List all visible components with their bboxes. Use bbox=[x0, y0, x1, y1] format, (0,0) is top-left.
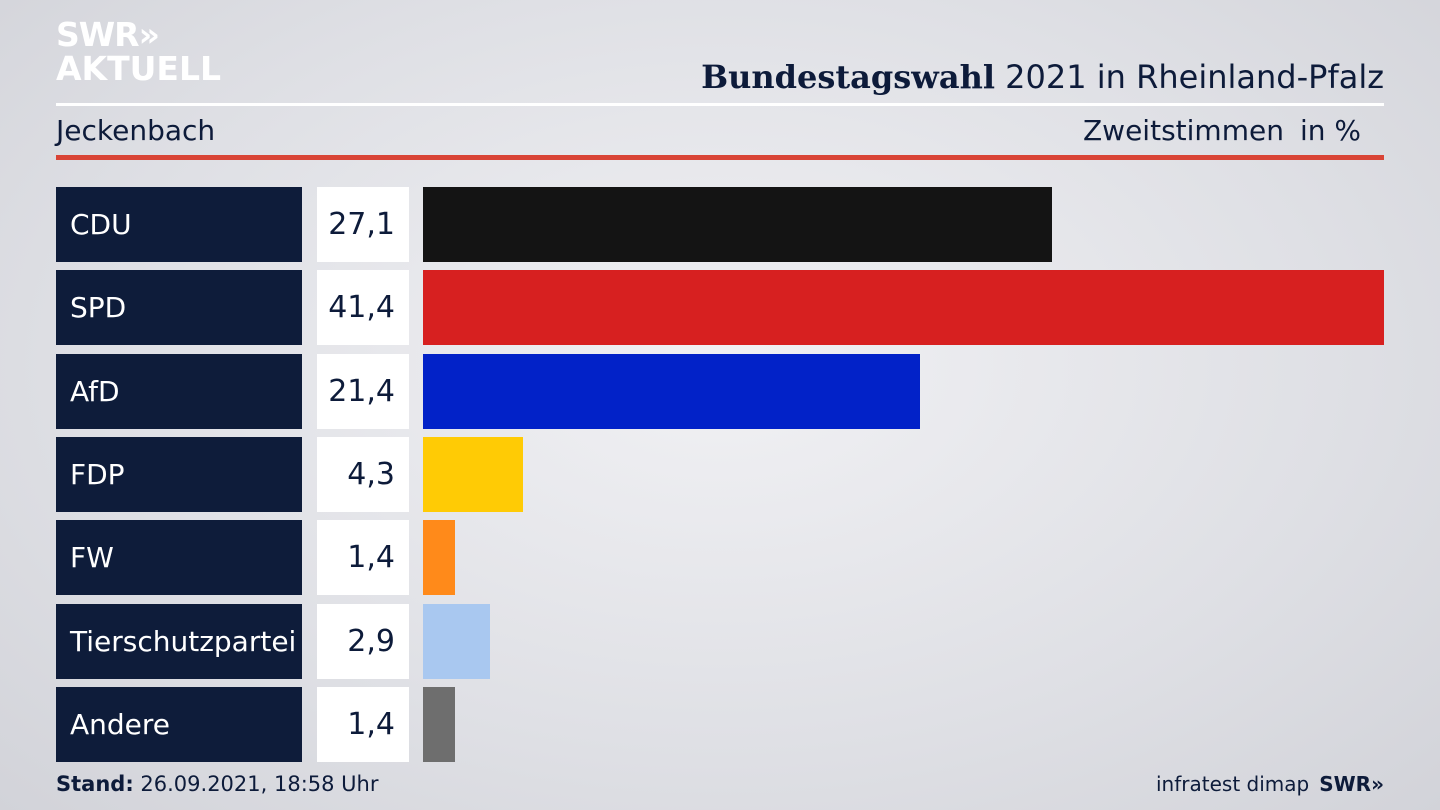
swr-aktuell-logo: SWR» AKTUELL bbox=[56, 18, 221, 86]
bar bbox=[423, 270, 1384, 345]
value-label: 21,4 bbox=[317, 354, 409, 429]
party-label: FW bbox=[56, 520, 302, 595]
bar bbox=[423, 187, 1052, 262]
accent-divider bbox=[56, 155, 1384, 160]
chart-title: Bundestagswahl 2021 in Rheinland-Pfalz bbox=[701, 58, 1384, 96]
value-label: 2,9 bbox=[317, 604, 409, 679]
bar bbox=[423, 687, 455, 762]
title-bold: Bundestagswahl bbox=[701, 58, 995, 96]
metric-label: Zweitstimmen bbox=[1083, 114, 1284, 147]
logo-line-2: AKTUELL bbox=[56, 49, 222, 88]
party-label: CDU bbox=[56, 187, 302, 262]
bar bbox=[423, 437, 523, 512]
source-credit: infratest dimap SWR» bbox=[1156, 772, 1384, 796]
party-label: SPD bbox=[56, 270, 302, 345]
stand-value: 26.09.2021, 18:58 Uhr bbox=[133, 772, 379, 796]
region-label: Jeckenbach bbox=[56, 114, 216, 147]
bar-row: Tierschutzpartei 2,9 bbox=[56, 604, 1384, 679]
footer-brand: SWR» bbox=[1319, 772, 1384, 796]
bar-row: Andere 1,4 bbox=[56, 687, 1384, 762]
bar-row: AfD 21,4 bbox=[56, 354, 1384, 429]
stand-label: Stand: bbox=[56, 772, 134, 796]
value-label: 41,4 bbox=[317, 270, 409, 345]
value-label: 1,4 bbox=[317, 687, 409, 762]
party-label: FDP bbox=[56, 437, 302, 512]
bar bbox=[423, 604, 490, 679]
bar-row: CDU 27,1 bbox=[56, 187, 1384, 262]
bar-row: SPD 41,4 bbox=[56, 270, 1384, 345]
value-label: 1,4 bbox=[317, 520, 409, 595]
value-label: 4,3 bbox=[317, 437, 409, 512]
logo-line-1: SWR» bbox=[56, 15, 160, 54]
title-rest: 2021 in Rheinland-Pfalz bbox=[995, 58, 1384, 96]
timestamp: Stand: 26.09.2021, 18:58 Uhr bbox=[56, 772, 379, 796]
bar bbox=[423, 520, 455, 595]
value-label: 27,1 bbox=[317, 187, 409, 262]
party-label: Andere bbox=[56, 687, 302, 762]
party-label: Tierschutzpartei bbox=[56, 604, 302, 679]
bar-row: FDP 4,3 bbox=[56, 437, 1384, 512]
header-divider bbox=[56, 103, 1384, 106]
party-label: AfD bbox=[56, 354, 302, 429]
bar-row: FW 1,4 bbox=[56, 520, 1384, 595]
unit-label: in % bbox=[1300, 114, 1362, 147]
bar bbox=[423, 354, 920, 429]
source-name: infratest dimap bbox=[1156, 772, 1310, 796]
